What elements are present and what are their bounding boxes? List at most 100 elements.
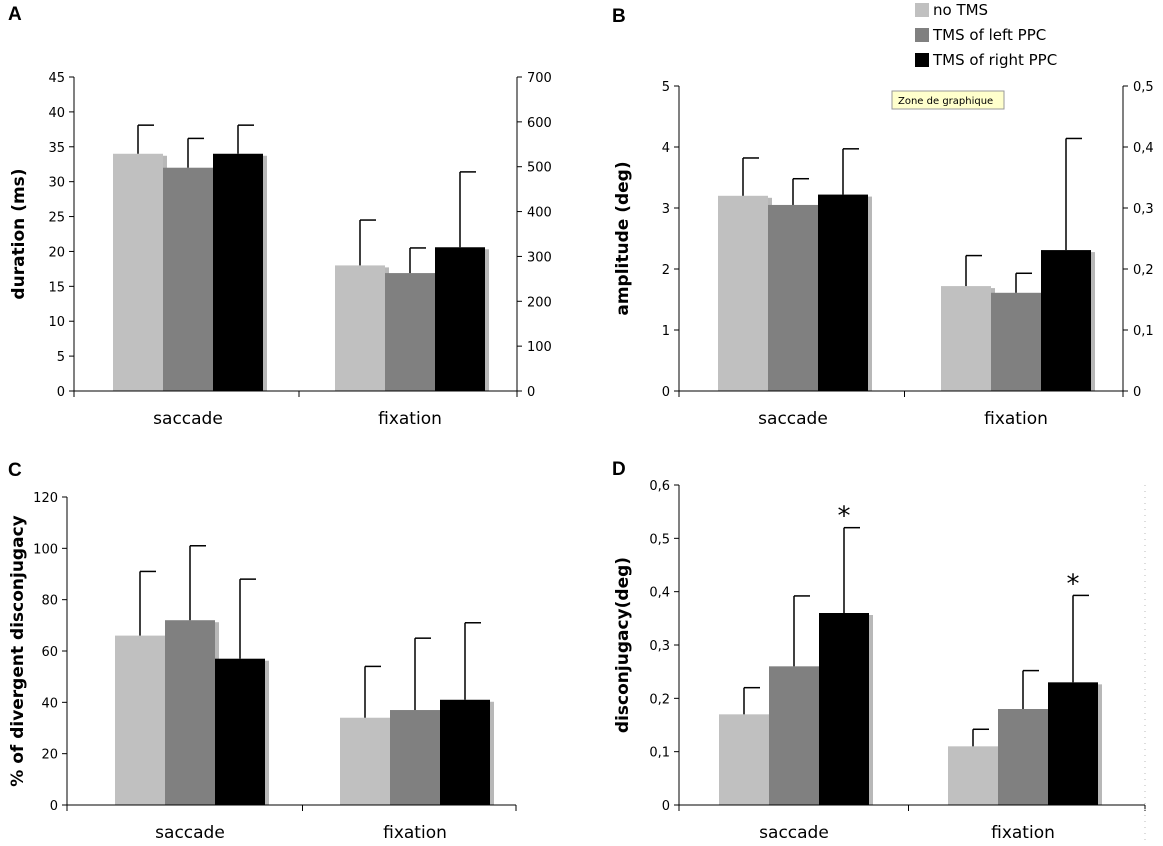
- category-label-d-fixation: fixation: [991, 823, 1055, 843]
- y-tick-label-a-1: 5: [57, 350, 65, 365]
- y-tick-label-d-6: 0,6: [649, 479, 670, 494]
- bar-b-fixation-left-ppc: [991, 292, 1041, 391]
- y-tick-label-a-9: 45: [48, 71, 65, 86]
- legend-label-left-ppc: TMS of left PPC: [932, 26, 1046, 44]
- legend: no TMS TMS of left PPC TMS of right PPC: [915, 1, 1057, 69]
- bar-b-fixation-no-tms: [941, 286, 991, 391]
- panel-letter-c: C: [8, 460, 22, 481]
- y2-tick-label-a-2: 200: [527, 295, 552, 310]
- y-axis-label-c: % of divergent disconjugacy: [8, 515, 28, 787]
- category-label-a-saccade: saccade: [153, 409, 223, 429]
- bar-a-saccade-no-tms: [113, 153, 163, 391]
- bar-b-saccade-right-ppc: [818, 194, 868, 391]
- legend-swatch-right-ppc: [915, 53, 929, 67]
- y-tick-label-c-1: 20: [41, 748, 58, 763]
- bar-d-saccade-left-ppc: [769, 666, 819, 805]
- y-tick-label-c-4: 80: [41, 594, 58, 609]
- bar-d-saccade-right-ppc: [819, 613, 869, 805]
- bar-c-saccade-right-ppc: [215, 658, 265, 805]
- bar-a-fixation-left-ppc: [385, 273, 435, 391]
- y2-tick-label-b-0: 0: [1133, 385, 1141, 400]
- y-tick-label-d-0: 0: [662, 799, 670, 814]
- y-tick-label-d-1: 0,1: [649, 746, 670, 761]
- y-tick-label-a-5: 25: [48, 211, 65, 226]
- bar-b-fixation-right-ppc: [1041, 250, 1091, 391]
- y2-tick-label-a-0: 0: [527, 385, 535, 400]
- category-label-a-fixation: fixation: [378, 409, 442, 429]
- y-tick-label-d-4: 0,4: [649, 586, 670, 601]
- y-tick-label-d-5: 0,5: [649, 532, 670, 547]
- y2-tick-label-a-4: 400: [527, 206, 552, 221]
- y-axis-label-a: duration (ms): [9, 168, 29, 299]
- y2-tick-label-b-2: 0,2: [1133, 263, 1154, 278]
- category-label-b-saccade: saccade: [758, 409, 828, 429]
- category-label-c-fixation: fixation: [383, 823, 447, 843]
- bar-d-fixation-no-tms: [948, 746, 998, 805]
- y2-tick-label-a-3: 300: [527, 250, 552, 265]
- bar-a-saccade-right-ppc: [213, 153, 263, 391]
- bar-a-fixation-right-ppc: [435, 247, 485, 391]
- category-label-b-fixation: fixation: [984, 409, 1048, 429]
- bar-c-saccade-no-tms: [115, 635, 165, 805]
- y-tick-label-a-7: 35: [48, 141, 65, 156]
- y-tick-label-b-0: 0: [662, 385, 670, 400]
- y2-tick-label-a-1: 100: [527, 340, 552, 355]
- significance-star-d-0: *: [838, 502, 851, 532]
- y-tick-label-c-2: 40: [41, 696, 58, 711]
- legend-swatch-no-tms: [915, 3, 929, 17]
- bar-d-fixation-left-ppc: [998, 709, 1048, 805]
- y-tick-label-c-6: 120: [33, 491, 58, 506]
- y-tick-label-b-2: 2: [662, 263, 670, 278]
- bar-d-fixation-right-ppc: [1048, 682, 1098, 805]
- legend-label-no-tms: no TMS: [933, 1, 988, 19]
- panel-letter-b: B: [612, 6, 626, 27]
- y-tick-label-c-5: 100: [33, 542, 58, 557]
- y-tick-label-c-0: 0: [50, 799, 58, 814]
- bar-a-fixation-no-tms: [335, 265, 385, 391]
- y-tick-label-a-6: 30: [48, 176, 65, 191]
- bar-d-saccade-no-tms: [719, 714, 769, 805]
- y-axis-label-d: disconjugacy(deg): [613, 557, 633, 733]
- legend-label-right-ppc: TMS of right PPC: [932, 51, 1057, 69]
- y-tick-label-a-2: 10: [48, 315, 65, 330]
- y-tick-label-b-3: 3: [662, 202, 670, 217]
- panel-letter-a: A: [8, 4, 22, 25]
- y2-tick-label-a-5: 500: [527, 161, 552, 176]
- y-tick-label-b-1: 1: [662, 324, 670, 339]
- bar-c-saccade-left-ppc: [165, 620, 215, 805]
- y-axis-label-b: amplitude (deg): [613, 161, 633, 315]
- y-tick-label-c-3: 60: [41, 645, 58, 660]
- y2-tick-label-b-3: 0,3: [1133, 202, 1154, 217]
- bar-c-fixation-left-ppc: [390, 710, 440, 805]
- y-tick-label-d-2: 0,2: [649, 692, 670, 707]
- y-tick-label-d-3: 0,3: [649, 639, 670, 654]
- y2-tick-label-b-1: 0,1: [1133, 324, 1154, 339]
- y-tick-label-b-4: 4: [662, 141, 670, 156]
- chart-area-tooltip: Zone de graphique: [891, 90, 1005, 110]
- tooltip-box: [891, 90, 1005, 110]
- y-tick-label-b-5: 5: [662, 80, 670, 95]
- legend-swatch-left-ppc: [915, 28, 929, 42]
- category-label-d-saccade: saccade: [759, 823, 829, 843]
- y2-tick-label-a-6: 600: [527, 116, 552, 131]
- y-tick-label-a-0: 0: [57, 385, 65, 400]
- y-tick-label-a-4: 20: [48, 245, 65, 260]
- y2-tick-label-a-7: 700: [527, 71, 552, 86]
- significance-star-d-1: *: [1067, 569, 1080, 599]
- bar-c-fixation-right-ppc: [440, 699, 490, 805]
- bar-c-fixation-no-tms: [340, 717, 390, 805]
- panel-letter-d: D: [612, 459, 626, 480]
- bar-b-saccade-no-tms: [718, 195, 768, 391]
- category-label-c-saccade: saccade: [155, 823, 225, 843]
- y-tick-label-a-3: 15: [48, 280, 65, 295]
- tooltip-text: Zone de graphique: [898, 96, 993, 107]
- bar-b-saccade-left-ppc: [768, 204, 818, 391]
- y2-tick-label-b-5: 0,5: [1133, 80, 1154, 95]
- y-tick-label-a-8: 40: [48, 106, 65, 121]
- y2-tick-label-b-4: 0,4: [1133, 141, 1154, 156]
